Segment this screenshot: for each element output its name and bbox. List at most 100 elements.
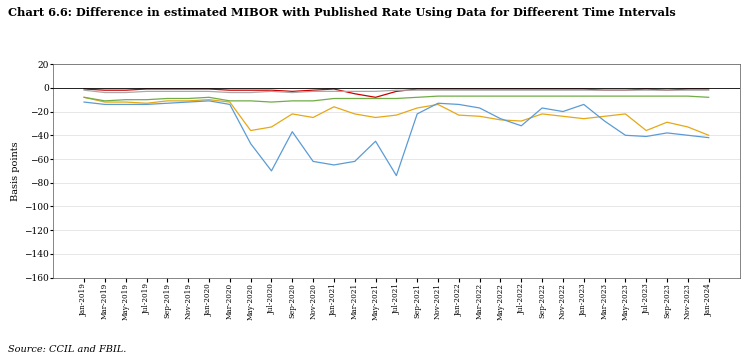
Y-axis label: Basis points: Basis points: [11, 141, 20, 201]
Entire Day: [621, 94, 630, 98]
Entire Day: [538, 94, 547, 98]
First Two Hours: [433, 87, 442, 91]
Entire Day: [100, 99, 109, 103]
First Three Hours: [413, 88, 422, 92]
Entire Day: [642, 94, 651, 98]
Last Two Hours: [704, 133, 713, 137]
First Two Hours: [246, 88, 255, 92]
Entire Day: [225, 99, 234, 103]
First Two Hours: [455, 87, 464, 91]
First Two Hours: [122, 88, 131, 92]
Last Two Hours: [433, 102, 442, 106]
First Three Hours: [309, 89, 318, 94]
Last Two Hours: [267, 125, 276, 129]
First Three Hours: [79, 88, 88, 92]
Entire Day: [122, 98, 131, 102]
Entire Day: [392, 96, 401, 101]
First Three Hours: [642, 88, 651, 92]
First Three Hours: [600, 88, 609, 92]
Last Hour: [704, 136, 713, 140]
Entire Day: [704, 95, 713, 99]
Last Two Hours: [288, 112, 297, 116]
Last Hour: [662, 131, 671, 135]
Last Two Hours: [122, 100, 131, 104]
Last Two Hours: [621, 112, 630, 116]
First Three Hours: [205, 89, 214, 94]
Last Hour: [392, 173, 401, 178]
First Two Hours: [621, 88, 630, 92]
First Two Hours: [205, 87, 214, 91]
First Three Hours: [621, 88, 630, 92]
Entire Day: [600, 94, 609, 98]
First Three Hours: [496, 88, 505, 92]
Entire Day: [205, 95, 214, 99]
Last Two Hours: [309, 115, 318, 120]
Entire Day: [413, 95, 422, 99]
Last Hour: [496, 116, 505, 121]
First Two Hours: [662, 88, 671, 92]
Last Two Hours: [246, 129, 255, 133]
Entire Day: [433, 94, 442, 98]
First Three Hours: [683, 88, 692, 92]
Last Two Hours: [79, 95, 88, 99]
First Two Hours: [163, 87, 172, 91]
Last Hour: [225, 102, 234, 106]
First Three Hours: [329, 89, 338, 94]
Last Two Hours: [455, 113, 464, 117]
First Three Hours: [183, 89, 193, 94]
First Three Hours: [662, 88, 671, 92]
First Two Hours: [329, 87, 338, 91]
Last Hour: [309, 159, 318, 163]
Last Hour: [683, 133, 692, 137]
Last Hour: [163, 101, 172, 105]
Last Hour: [122, 102, 131, 106]
First Two Hours: [225, 88, 234, 92]
Entire Day: [267, 100, 276, 104]
Line: First Two Hours: First Two Hours: [84, 89, 709, 97]
First Two Hours: [392, 89, 401, 94]
Entire Day: [496, 94, 505, 98]
Entire Day: [683, 94, 692, 98]
Last Two Hours: [559, 114, 568, 119]
Last Hour: [329, 163, 338, 167]
Entire Day: [246, 99, 255, 103]
Last Hour: [371, 139, 380, 143]
Entire Day: [559, 94, 568, 98]
Last Two Hours: [392, 113, 401, 117]
First Two Hours: [79, 87, 88, 91]
Last Two Hours: [516, 119, 525, 123]
Last Hour: [183, 100, 193, 104]
Entire Day: [516, 94, 525, 98]
Last Hour: [621, 133, 630, 137]
Entire Day: [455, 94, 464, 98]
Entire Day: [309, 99, 318, 103]
Entire Day: [163, 96, 172, 101]
First Three Hours: [559, 88, 568, 92]
First Three Hours: [704, 88, 713, 92]
Last Hour: [579, 102, 588, 106]
Last Two Hours: [100, 100, 109, 104]
Last Hour: [455, 102, 464, 106]
Last Two Hours: [413, 106, 422, 110]
First Two Hours: [516, 87, 525, 91]
Text: Chart 6.6: Difference in estimated MIBOR with Published Rate Using Data for Diff: Chart 6.6: Difference in estimated MIBOR…: [8, 7, 675, 18]
First Two Hours: [538, 87, 547, 91]
Line: First Three Hours: First Three Hours: [84, 90, 709, 93]
Line: Last Two Hours: Last Two Hours: [84, 97, 709, 135]
Last Hour: [267, 169, 276, 173]
First Three Hours: [163, 89, 172, 94]
First Two Hours: [267, 88, 276, 92]
Last Hour: [600, 119, 609, 123]
Last Two Hours: [600, 114, 609, 119]
Entire Day: [183, 96, 193, 101]
Last Two Hours: [183, 99, 193, 103]
First Three Hours: [142, 89, 151, 94]
Entire Day: [475, 94, 484, 98]
First Three Hours: [288, 90, 297, 95]
Last Hour: [205, 99, 214, 103]
First Two Hours: [559, 87, 568, 91]
Last Two Hours: [538, 112, 547, 116]
First Two Hours: [704, 87, 713, 91]
First Three Hours: [579, 88, 588, 92]
Last Hour: [246, 141, 255, 146]
